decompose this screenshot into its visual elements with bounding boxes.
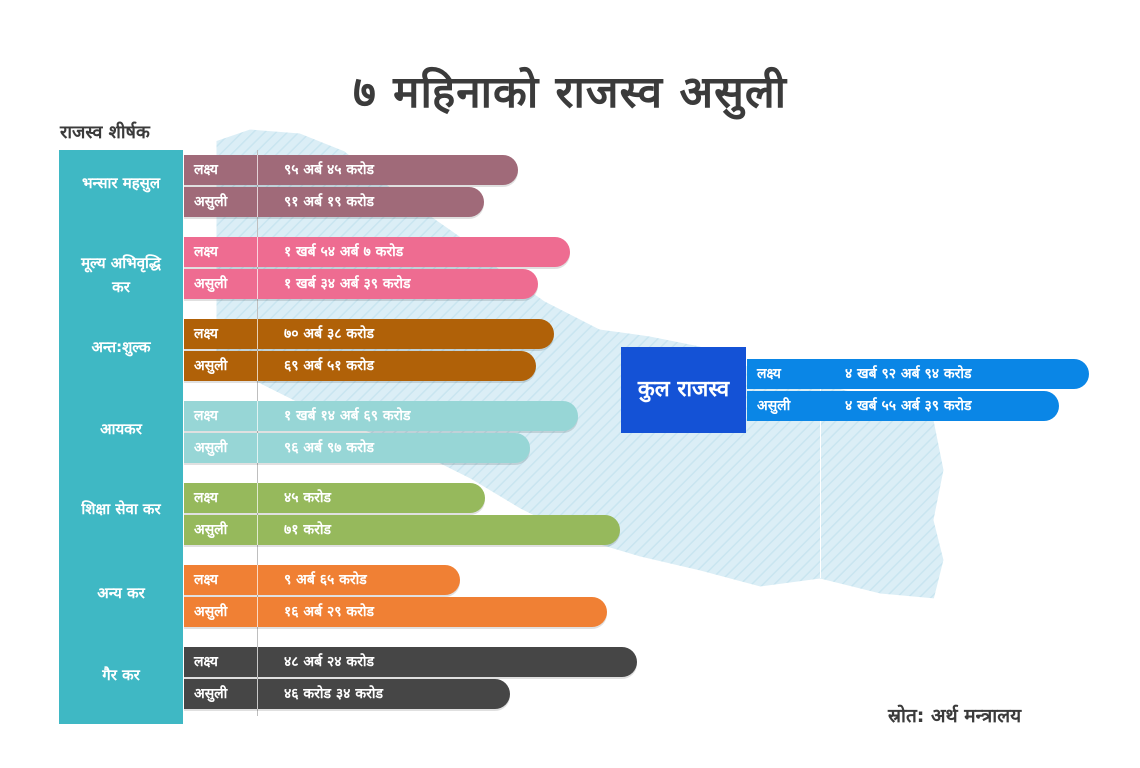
actual-bar: असुली ९६ अर्ब ९७ करोड (184, 433, 530, 463)
target-bar: लक्ष्य १ खर्ब ५४ अर्ब ७ करोड (184, 237, 570, 267)
column-heading: राजस्व शीर्षक (60, 122, 150, 143)
actual-value: ९१ अर्ब १९ करोड (284, 194, 375, 210)
bar-separator (257, 319, 258, 349)
page-title: ७ महिनाको राजस्व असुली (352, 67, 788, 118)
actual-value: ४६ करोड ३४ करोड (284, 686, 383, 702)
actual-bar: असुली १६ अर्ब २९ करोड (184, 597, 607, 627)
target-bar: लक्ष्य ४५ करोड (184, 483, 485, 513)
target-value: ९५ अर्ब ४५ करोड (284, 162, 375, 178)
bar-separator (257, 433, 258, 463)
category-label: शिक्षा सेवा कर (81, 500, 161, 518)
actual-label: असुली (194, 276, 228, 292)
actual-value: १ खर्ब ३४ अर्ब ३९ करोड (284, 276, 411, 292)
target-value: ४५ करोड (284, 490, 332, 506)
category-sidebar (59, 150, 183, 724)
total-revenue-box: कुल राजस्व (621, 347, 746, 433)
source-note: स्रोत: अर्थ मन्त्रालय (888, 705, 1022, 727)
target-label: लक्ष्य (194, 572, 218, 588)
bar-separator (257, 597, 258, 627)
target-label: लक्ष्य (194, 244, 218, 260)
total-actual-value: ४ खर्ब ५५ अर्ब ३९ करोड (845, 398, 972, 414)
target-label: लक्ष्य (194, 162, 218, 178)
actual-bar: असुली ६९ अर्ब ५१ करोड (184, 351, 536, 381)
bar-separator (257, 351, 258, 381)
target-bar: लक्ष्य ९५ अर्ब ४५ करोड (184, 155, 518, 185)
actual-bar: असुली ४६ करोड ३४ करोड (184, 679, 510, 709)
target-value: १ खर्ब १४ अर्ब ६९ करोड (284, 408, 411, 424)
target-value: ९ अर्ब ६५ करोड (284, 572, 367, 588)
bar-separator (257, 401, 258, 431)
target-bar: लक्ष्य ४८ अर्ब २४ करोड (184, 647, 637, 677)
target-bar: लक्ष्य ९ अर्ब ६५ करोड (184, 565, 460, 595)
bar-separator (257, 155, 258, 185)
bar-separator (257, 647, 258, 677)
bar-separator (257, 679, 258, 709)
actual-bar: असुली ९१ अर्ब १९ करोड (184, 187, 484, 217)
category-label: गैर कर (102, 666, 140, 684)
bar-separator (257, 269, 258, 299)
actual-value: ६९ अर्ब ५१ करोड (284, 358, 375, 374)
category-label: अन्त:शुल्क (91, 338, 151, 356)
actual-value: ७१ करोड (284, 522, 332, 538)
total-target-label: लक्ष्य (757, 366, 781, 382)
target-value: ४८ अर्ब २४ करोड (284, 654, 375, 670)
target-label: लक्ष्य (194, 490, 218, 506)
actual-bar: असुली १ खर्ब ३४ अर्ब ३९ करोड (184, 269, 538, 299)
total-divider (820, 352, 821, 578)
actual-value: १६ अर्ब २९ करोड (284, 604, 375, 620)
actual-label: असुली (194, 194, 228, 210)
total-target-value: ४ खर्ब ९२ अर्ब ९४ करोड (845, 366, 972, 382)
category-label: अन्य कर (97, 584, 145, 602)
target-bar: लक्ष्य ७० अर्ब ३८ करोड (184, 319, 554, 349)
bar-separator (257, 515, 258, 545)
target-bar: लक्ष्य १ खर्ब १४ अर्ब ६९ करोड (184, 401, 578, 431)
category-label: मूल्य अभिवृद्धि कर (81, 254, 161, 296)
actual-label: असुली (194, 522, 228, 538)
bar-separator (257, 237, 258, 267)
category-label: भन्सार महसुल (81, 174, 160, 192)
total-target-bar: लक्ष्य ४ खर्ब ९२ अर्ब ९४ करोड (747, 359, 1089, 389)
total-actual-label: असुली (757, 398, 791, 414)
target-label: लक्ष्य (194, 326, 218, 342)
target-value: ७० अर्ब ३८ करोड (284, 326, 375, 342)
actual-label: असुली (194, 358, 228, 374)
target-value: १ खर्ब ५४ अर्ब ७ करोड (284, 244, 404, 260)
bar-separator (257, 483, 258, 513)
actual-value: ९६ अर्ब ९७ करोड (284, 440, 375, 456)
actual-label: असुली (194, 686, 228, 702)
total-actual-bar: असुली ४ खर्ब ५५ अर्ब ३९ करोड (747, 391, 1059, 421)
bar-separator (257, 187, 258, 217)
category-label: आयकर (100, 420, 142, 438)
actual-label: असुली (194, 440, 228, 456)
actual-label: असुली (194, 604, 228, 620)
target-label: लक्ष्य (194, 654, 218, 670)
target-label: लक्ष्य (194, 408, 218, 424)
bar-separator (257, 565, 258, 595)
actual-bar: असुली ७१ करोड (184, 515, 620, 545)
